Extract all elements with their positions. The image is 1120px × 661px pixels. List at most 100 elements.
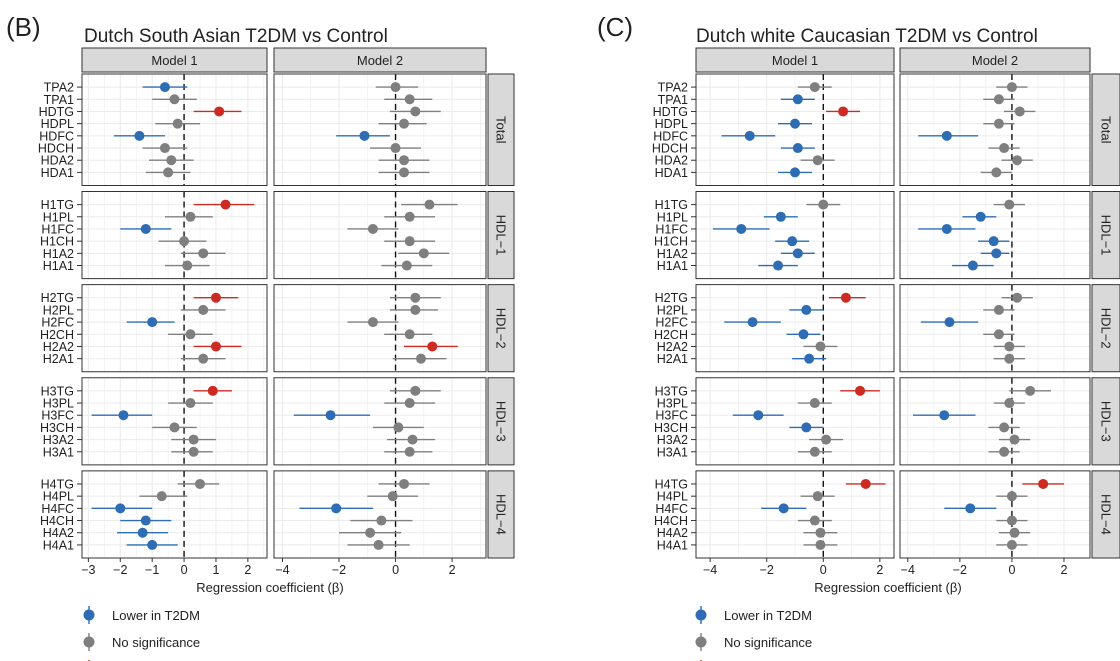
y-tick-label: H1CH bbox=[654, 235, 688, 249]
y-tick-label: HDA2 bbox=[41, 154, 74, 168]
estimate-point bbox=[993, 329, 1004, 340]
estimate-point bbox=[993, 304, 1004, 315]
facet-strip-group bbox=[487, 191, 515, 280]
facet-strip-group bbox=[1091, 73, 1120, 186]
estimate-point bbox=[390, 143, 401, 154]
estimate-point bbox=[991, 167, 1002, 178]
panel-background bbox=[900, 377, 1090, 465]
y-tick-label: HDTG bbox=[653, 105, 688, 119]
estimate-point bbox=[185, 211, 196, 222]
estimate-point bbox=[747, 317, 758, 328]
panel-background bbox=[274, 74, 486, 186]
y-tick-label: TPA2 bbox=[658, 81, 688, 95]
panel-background bbox=[274, 284, 486, 372]
estimate-point bbox=[410, 304, 421, 315]
y-tick-label: H1PL bbox=[43, 210, 74, 224]
panel-border bbox=[81, 73, 268, 186]
estimate-point bbox=[137, 527, 148, 538]
y-tick-label: HDA1 bbox=[655, 166, 688, 180]
panel-background bbox=[274, 377, 486, 465]
y-tick-label: H1FC bbox=[41, 222, 74, 236]
estimate-point bbox=[1038, 478, 1049, 489]
panel-border bbox=[81, 470, 268, 559]
legend-key-point bbox=[695, 609, 707, 621]
facet-strip-model bbox=[695, 47, 895, 73]
chart-title: Dutch South Asian T2DM vs Control bbox=[84, 26, 388, 47]
x-tick-label: 0 bbox=[820, 563, 827, 577]
panel-border bbox=[81, 191, 268, 280]
y-tick-label: HDTG bbox=[39, 105, 74, 119]
estimate-point bbox=[775, 211, 786, 222]
estimate-point bbox=[993, 118, 1004, 129]
legend-label: Lower in T2DM bbox=[112, 608, 200, 623]
estimate-point bbox=[169, 422, 180, 433]
estimate-point bbox=[860, 478, 871, 489]
y-tick-label: H2FC bbox=[655, 316, 688, 330]
estimate-point bbox=[147, 539, 158, 550]
estimate-point bbox=[169, 94, 180, 105]
y-tick-label: H4PL bbox=[43, 490, 74, 504]
y-tick-label: HDFC bbox=[39, 129, 74, 143]
estimate-point bbox=[325, 410, 336, 421]
estimate-point bbox=[198, 353, 209, 364]
estimate-point bbox=[404, 329, 415, 340]
y-tick-label: H2PL bbox=[657, 303, 688, 317]
facet-strip-group bbox=[1091, 284, 1120, 373]
y-tick-label: H4TG bbox=[655, 477, 688, 491]
y-tick-label: H2TG bbox=[41, 291, 74, 305]
estimate-point bbox=[801, 304, 812, 315]
legend-label: No significance bbox=[112, 635, 200, 650]
x-tick-label: −4 bbox=[703, 563, 717, 577]
panel-border bbox=[695, 73, 895, 186]
y-tick-label: H4PL bbox=[657, 490, 688, 504]
x-tick-label: 2 bbox=[876, 563, 883, 577]
facet-strip-group-label: HDL−2 bbox=[1099, 308, 1114, 349]
y-tick-label: HDA1 bbox=[41, 166, 74, 180]
panel-border bbox=[899, 284, 1091, 373]
y-tick-label: H3A2 bbox=[657, 433, 688, 447]
estimate-point bbox=[1004, 398, 1015, 409]
estimate-point bbox=[393, 422, 404, 433]
estimate-point bbox=[855, 385, 866, 396]
facet-strip-group-label: HDL−2 bbox=[494, 308, 509, 349]
estimate-point bbox=[941, 223, 952, 234]
estimate-point bbox=[404, 398, 415, 409]
estimate-point bbox=[1009, 434, 1020, 445]
estimate-point bbox=[812, 155, 823, 166]
estimate-point bbox=[195, 478, 206, 489]
panel-letter: (B) bbox=[6, 12, 41, 42]
estimate-point bbox=[815, 527, 826, 538]
facet-strip-group bbox=[487, 377, 515, 466]
estimate-point bbox=[118, 410, 129, 421]
estimate-point bbox=[367, 317, 378, 328]
estimate-point bbox=[390, 82, 401, 93]
facet-strip-group-label: HDL−4 bbox=[1099, 494, 1114, 535]
y-tick-label: H3A2 bbox=[43, 433, 74, 447]
estimate-point bbox=[399, 118, 410, 129]
estimate-point bbox=[367, 223, 378, 234]
estimate-point bbox=[809, 446, 820, 457]
panel-border bbox=[273, 284, 487, 373]
estimate-point bbox=[1012, 155, 1023, 166]
estimate-point bbox=[1009, 527, 1020, 538]
estimate-point bbox=[410, 385, 421, 396]
y-tick-label: H1PL bbox=[657, 210, 688, 224]
panel-background bbox=[82, 191, 267, 279]
y-tick-label: H2TG bbox=[655, 291, 688, 305]
panel-background bbox=[900, 470, 1090, 558]
y-tick-label: H3TG bbox=[41, 384, 74, 398]
estimate-point bbox=[1006, 515, 1017, 526]
estimate-point bbox=[975, 211, 986, 222]
facet-strip-group bbox=[1091, 191, 1120, 280]
estimate-point bbox=[134, 130, 145, 141]
y-tick-label: H2CH bbox=[40, 328, 74, 342]
estimate-point bbox=[804, 353, 815, 364]
estimate-point bbox=[172, 118, 183, 129]
y-tick-label: H1A1 bbox=[43, 259, 74, 273]
estimate-point bbox=[1004, 341, 1015, 352]
panel-border bbox=[273, 73, 487, 186]
estimate-point bbox=[939, 410, 950, 421]
estimate-point bbox=[140, 515, 151, 526]
estimate-point bbox=[991, 248, 1002, 259]
